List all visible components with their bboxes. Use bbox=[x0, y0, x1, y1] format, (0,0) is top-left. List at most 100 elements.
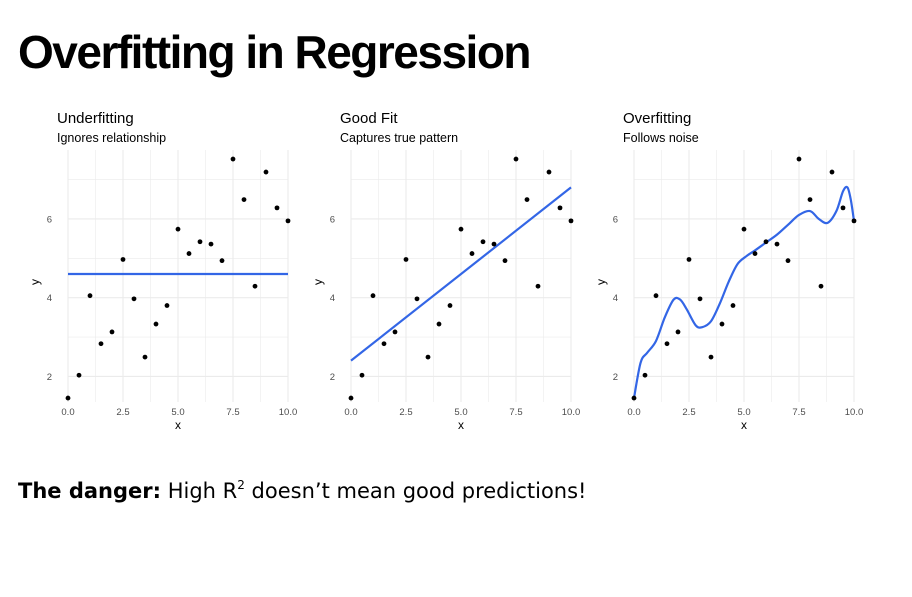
data-point bbox=[458, 226, 464, 232]
x-tick-label: 0.0 bbox=[61, 407, 74, 418]
x-tick-label: 2.5 bbox=[116, 407, 129, 418]
data-point bbox=[252, 283, 258, 289]
x-tick-label: 10.0 bbox=[845, 407, 864, 418]
x-tick-label: 10.0 bbox=[279, 407, 298, 418]
data-point bbox=[403, 257, 409, 262]
data-point bbox=[348, 395, 354, 401]
data-point bbox=[763, 239, 769, 245]
data-point bbox=[469, 251, 475, 256]
data-point bbox=[642, 372, 648, 378]
data-point bbox=[686, 257, 692, 262]
data-point bbox=[741, 226, 747, 232]
panel-subtitle: Ignores relationship bbox=[57, 131, 166, 145]
data-point bbox=[774, 241, 780, 247]
chart-panels: Underfitting Ignores relationship 2 4 6 0.0 2.… bbox=[0, 100, 912, 440]
y-tick-label: 4 bbox=[47, 293, 52, 304]
data-point bbox=[840, 205, 846, 211]
y-axis-label: y bbox=[311, 279, 325, 285]
data-point bbox=[98, 341, 104, 347]
data-point bbox=[631, 395, 637, 401]
data-point bbox=[785, 258, 791, 264]
data-point bbox=[502, 258, 508, 264]
y-tick-label: 2 bbox=[47, 372, 52, 383]
panel-title: Good Fit bbox=[340, 110, 398, 127]
data-point bbox=[186, 251, 192, 256]
x-tick-label: 5.0 bbox=[454, 407, 467, 418]
data-point bbox=[414, 296, 420, 302]
data-point bbox=[818, 283, 824, 289]
data-point bbox=[557, 205, 563, 211]
data-point bbox=[829, 169, 835, 175]
data-point bbox=[131, 296, 137, 302]
x-tick-label: 7.5 bbox=[509, 407, 522, 418]
data-point bbox=[491, 241, 497, 247]
data-point bbox=[87, 293, 93, 299]
y-axis-label: y bbox=[28, 279, 42, 285]
y-tick-label: 4 bbox=[613, 293, 618, 304]
data-point bbox=[370, 293, 376, 299]
fit-line-curve bbox=[632, 185, 856, 399]
data-point bbox=[65, 395, 71, 401]
grid-lines bbox=[350, 150, 572, 402]
x-tick-label: 7.5 bbox=[226, 407, 239, 418]
data-point bbox=[436, 321, 442, 327]
chart-panel-2: Good Fit Captures true pattern 2 4 6 0.0 2.5 5.… bbox=[311, 110, 580, 432]
x-tick-label: 2.5 bbox=[682, 407, 695, 418]
data-point bbox=[392, 329, 398, 335]
data-point bbox=[76, 372, 82, 378]
panel-subtitle: Captures true pattern bbox=[340, 131, 458, 145]
x-tick-label: 5.0 bbox=[171, 407, 184, 418]
grid-lines bbox=[633, 150, 855, 402]
fit-line-linear bbox=[350, 186, 572, 362]
data-point bbox=[480, 239, 486, 245]
data-point bbox=[425, 354, 431, 360]
data-point bbox=[153, 321, 159, 327]
y-tick-label: 2 bbox=[330, 372, 335, 383]
data-point bbox=[274, 205, 280, 211]
data-point bbox=[697, 296, 703, 302]
data-point bbox=[546, 169, 552, 175]
data-point bbox=[675, 329, 681, 335]
data-point bbox=[708, 354, 714, 360]
panel-title: Overfitting bbox=[623, 110, 691, 127]
chart-panel-3: Overfitting Follows noise 2 4 6 0.0 2.5 5.0 7.5 1… bbox=[594, 110, 863, 432]
data-point bbox=[719, 321, 725, 327]
y-tick-label: 4 bbox=[330, 293, 335, 304]
panel-subtitle: Follows noise bbox=[623, 131, 699, 145]
y-tick-label: 2 bbox=[613, 372, 618, 383]
data-point bbox=[664, 341, 670, 347]
x-axis-label: x bbox=[741, 418, 747, 432]
footnote-text-end: doesn’t mean good predictions! bbox=[244, 479, 587, 503]
footnote-text-start: High R bbox=[161, 479, 238, 503]
y-tick-label: 6 bbox=[47, 214, 52, 225]
footnote: The danger: High R2 doesn’t mean good pr… bbox=[18, 470, 586, 506]
data-point bbox=[524, 197, 530, 203]
data-point bbox=[796, 156, 802, 162]
data-point bbox=[285, 218, 291, 224]
data-point bbox=[109, 329, 115, 335]
x-tick-label: 0.0 bbox=[627, 407, 640, 418]
chart-panel-1: Underfitting Ignores relationship 2 4 6 0.0 2.… bbox=[28, 110, 297, 432]
data-point bbox=[208, 241, 214, 247]
x-tick-label: 0.0 bbox=[344, 407, 357, 418]
data-point bbox=[263, 169, 269, 175]
data-point bbox=[359, 372, 365, 378]
x-tick-label: 2.5 bbox=[399, 407, 412, 418]
y-axis-label: y bbox=[594, 279, 608, 285]
data-point bbox=[142, 354, 148, 360]
data-point bbox=[535, 283, 541, 289]
data-point bbox=[219, 258, 225, 264]
x-tick-label: 10.0 bbox=[562, 407, 581, 418]
data-point bbox=[730, 303, 736, 308]
panel-title: Underfitting bbox=[57, 110, 134, 127]
slide-title: Overfitting in Regression bbox=[18, 26, 532, 78]
data-point bbox=[164, 303, 170, 308]
regression-panels-chart: Underfitting Ignores relationship 2 4 6 0.0 2.… bbox=[28, 110, 863, 432]
footnote-label: The danger: bbox=[18, 479, 162, 503]
x-axis-label: x bbox=[458, 418, 464, 432]
data-point bbox=[241, 197, 247, 203]
data-point bbox=[381, 341, 387, 347]
data-point bbox=[653, 293, 659, 299]
grid-lines bbox=[67, 150, 289, 402]
data-point bbox=[851, 218, 857, 224]
